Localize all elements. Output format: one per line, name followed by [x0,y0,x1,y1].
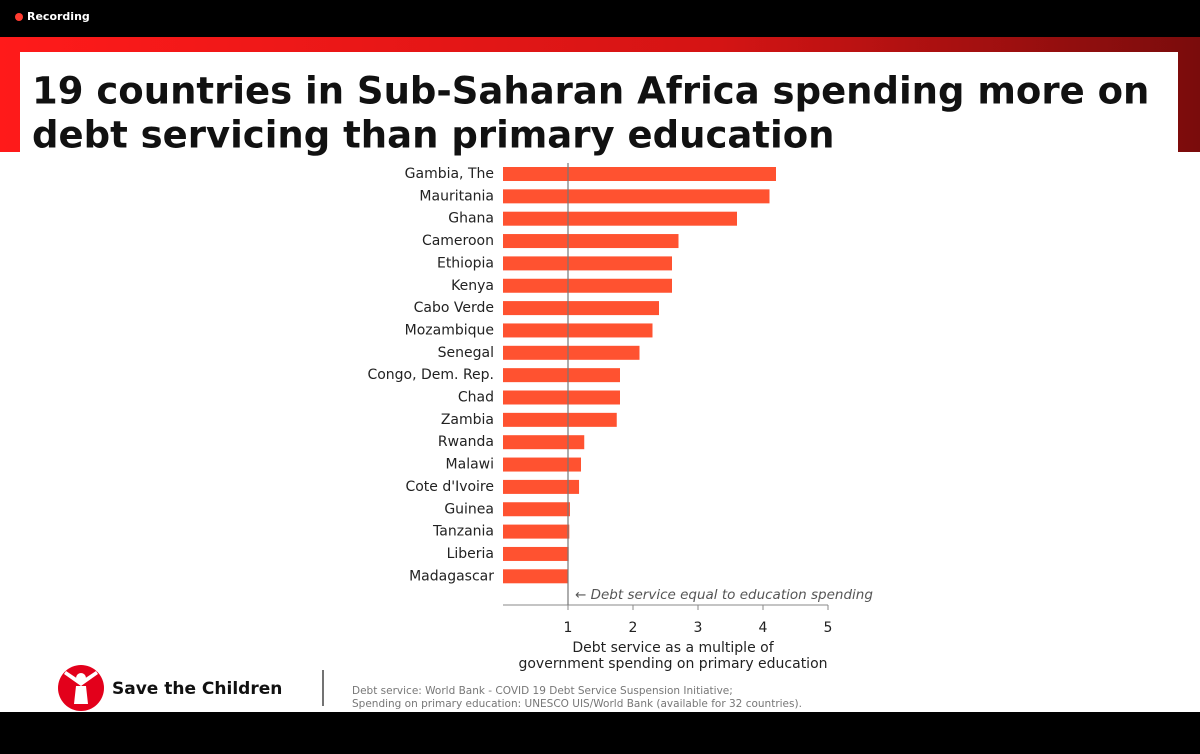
x-tick-label: 2 [629,620,638,636]
bar [503,546,569,561]
bar [503,167,776,181]
recording-dot [15,13,23,21]
bar [503,368,620,383]
top-bar [0,0,1200,37]
source-line: Spending on primary education: UNESCO UI… [352,698,802,710]
title-line: debt servicing than primary education [32,114,834,157]
x-tick-label: 4 [759,620,768,636]
bar [503,412,617,427]
bottom-bar [0,712,1200,750]
y-tick-label: Malawi [446,457,494,473]
y-tick-label: Madagascar [409,568,494,584]
y-tick-label: Zambia [441,412,494,428]
x-tick-label: 3 [694,620,703,636]
source-line: Debt service: World Bank - COVID 19 Debt… [352,685,733,697]
y-tick-label: Cameroon [422,233,494,249]
annotation: ← Debt service equal to education spendi… [575,587,873,603]
bar [503,479,580,494]
bar [503,457,581,472]
y-tick-label: Ethiopia [437,255,494,271]
bar [503,323,653,338]
bar [503,278,672,293]
y-tick-label: Kenya [451,278,494,294]
chart: 1 2 3 4 5 Gambia, The Mauritania Ghana Cameroon E… [367,163,873,672]
bar [503,345,640,360]
x-axis-label: government spending on primary education [518,656,827,672]
y-tick-label: Congo, Dem. Rep. [367,367,494,383]
bar [503,435,585,450]
x-tick-label: 5 [824,620,833,636]
y-tick-label: Tanzania [432,524,494,540]
y-tick-label: Cote d'Ivoire [405,479,494,495]
y-tick-label: Ghana [448,211,494,227]
y-tick-label: Guinea [444,501,494,517]
bar [503,524,570,539]
bar [503,189,770,204]
y-tick-label: Gambia, The [405,166,494,182]
bar [503,569,568,584]
x-tick-label: 1 [564,620,573,636]
bar [503,502,570,517]
recording-label: Recording [27,10,90,23]
title-line: 19 countries in Sub-Saharan Africa spend… [32,70,1149,113]
y-tick-label: Mauritania [419,188,494,204]
bar [503,301,659,316]
bar [503,390,620,405]
y-tick-label: Liberia [447,546,494,562]
title-box [20,52,1178,162]
x-axis-label: Debt service as a multiple of [572,640,774,656]
logo [58,665,104,711]
y-tick-label: Chad [458,390,494,406]
y-tick-label: Cabo Verde [414,300,494,316]
bar [503,211,737,226]
bar [503,256,672,271]
brand: Save the Children [112,679,282,699]
y-tick-label: Rwanda [438,434,494,450]
y-tick-label: Mozambique [405,322,494,338]
y-tick-label: Senegal [438,345,494,361]
bar [503,234,679,249]
